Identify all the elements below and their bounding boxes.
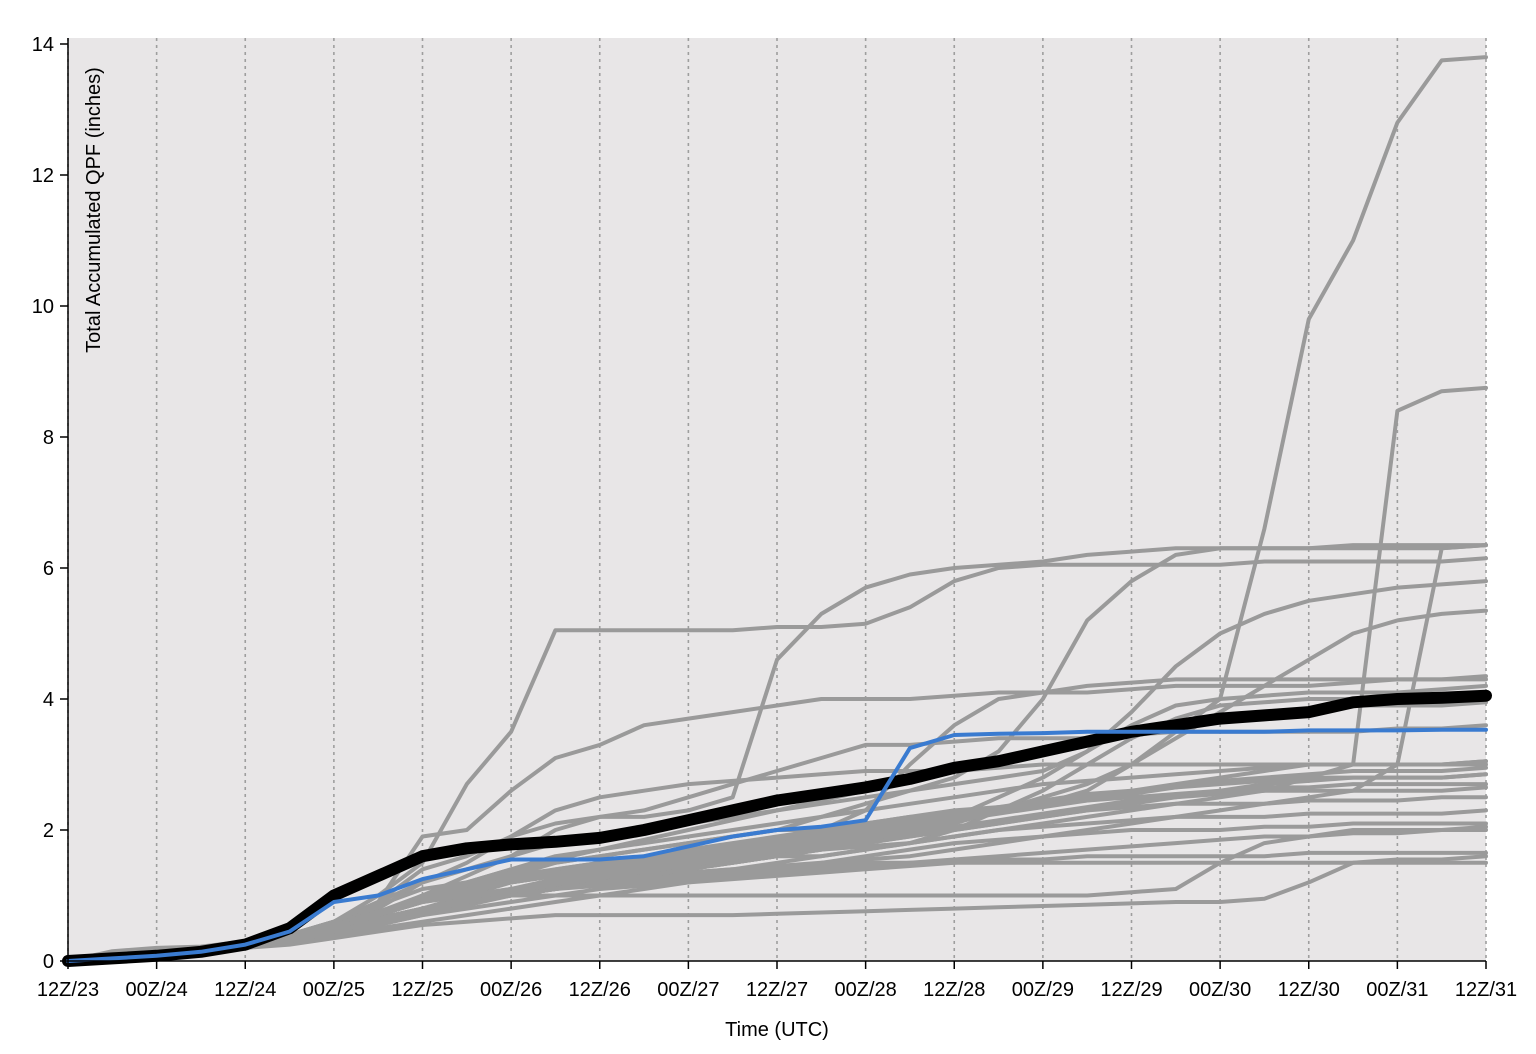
y-tick-label: 0 — [43, 951, 54, 973]
x-tick-label: 00Z/26 — [480, 979, 542, 1001]
y-tick-label: 14 — [32, 34, 54, 56]
x-tick-label: 12Z/25 — [391, 979, 453, 1001]
y-tick-label: 4 — [43, 689, 54, 711]
ensemble-member-lines — [66, 55, 1488, 963]
deterministic-line — [66, 727, 1488, 963]
x-tick-label: 00Z/30 — [1189, 979, 1251, 1001]
x-tick-label: 12Z/30 — [1278, 979, 1340, 1001]
x-tick-label: 12Z/29 — [1100, 979, 1162, 1001]
x-tick-label: 12Z/31 — [1455, 979, 1517, 1001]
highlight-series-lines — [62, 689, 1492, 967]
y-tick-label: 6 — [43, 558, 54, 580]
member-line — [66, 854, 1488, 963]
x-tick-label: 00Z/25 — [303, 979, 365, 1001]
x-tick-label: 00Z/27 — [657, 979, 719, 1001]
x-axis-ticks: 12Z/23 00Z/24 12Z/24 00Z/25 12Z/25 00Z/26 12Z/… — [37, 961, 1517, 1001]
y-tick-label: 2 — [43, 820, 54, 842]
x-axis-title: Time (UTC) — [725, 1019, 829, 1041]
x-tick-label: 00Z/31 — [1366, 979, 1428, 1001]
member-line — [66, 782, 1488, 963]
y-axis-title: Total Accumulated QPF (inches) — [83, 67, 105, 353]
x-tick-label: 00Z/29 — [1012, 979, 1074, 1001]
y-axis-ticks: 0 2 4 6 8 10 12 14 — [32, 34, 68, 973]
y-tick-label: 10 — [32, 296, 54, 318]
member-line — [66, 765, 1488, 963]
ensemble-mean-line — [62, 689, 1492, 967]
x-tick-label: 12Z/27 — [746, 979, 808, 1001]
x-tick-label: 12Z/28 — [923, 979, 985, 1001]
y-tick-label: 8 — [43, 427, 54, 449]
x-tick-label: 00Z/28 — [834, 979, 896, 1001]
x-tick-label: 12Z/26 — [569, 979, 631, 1001]
y-tick-label: 12 — [32, 165, 54, 187]
x-tick-label: 00Z/24 — [125, 979, 187, 1001]
x-tick-label: 12Z/24 — [214, 979, 276, 1001]
x-tick-label: 12Z/23 — [37, 979, 99, 1001]
